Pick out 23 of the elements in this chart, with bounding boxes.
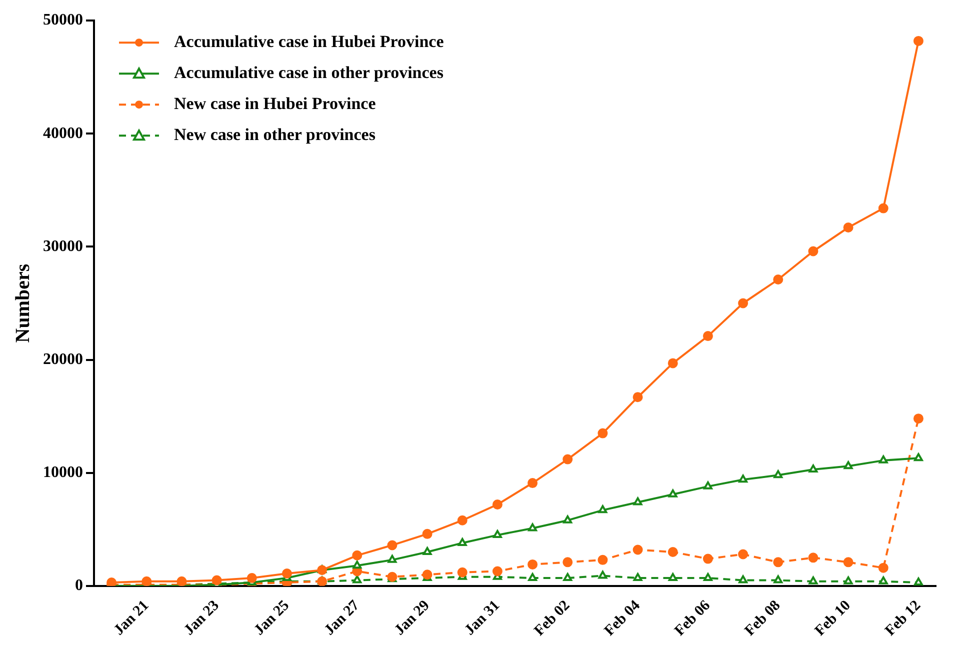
x-tick-label: Jan 21 (111, 598, 152, 639)
y-tick-label: 40000 (43, 124, 83, 142)
legend-label: New case in Hubei Province (174, 94, 376, 113)
x-tick-label: Feb 02 (532, 598, 574, 640)
x-tick-label: Jan 25 (251, 598, 293, 639)
x-tick-label: Feb 08 (742, 598, 784, 640)
x-tick-label: Feb 12 (882, 598, 924, 640)
x-tick-label: Jan 27 (322, 597, 364, 639)
y-tick-label: 0 (75, 577, 83, 594)
y-axis-title: Numbers (12, 264, 34, 343)
y-tick-label: 30000 (43, 238, 83, 255)
x-tick-label: Jan 23 (181, 598, 222, 639)
y-tick-label: 50000 (43, 12, 83, 29)
x-tick-label: Jan 31 (462, 598, 504, 639)
x-tick-label: Feb 10 (812, 598, 854, 640)
x-tick-label: Feb 04 (602, 597, 644, 640)
x-tick-label: Feb 06 (672, 597, 714, 640)
legend-label: Accumulative case in other provinces (174, 62, 444, 82)
x-tick-label: Jan 29 (392, 598, 433, 639)
y-tick-label: 20000 (43, 350, 83, 368)
legend-label: New case in other provinces (174, 124, 376, 144)
legend-label: Accumulative case in Hubei Province (174, 32, 444, 51)
y-tick-label: 10000 (43, 464, 83, 482)
